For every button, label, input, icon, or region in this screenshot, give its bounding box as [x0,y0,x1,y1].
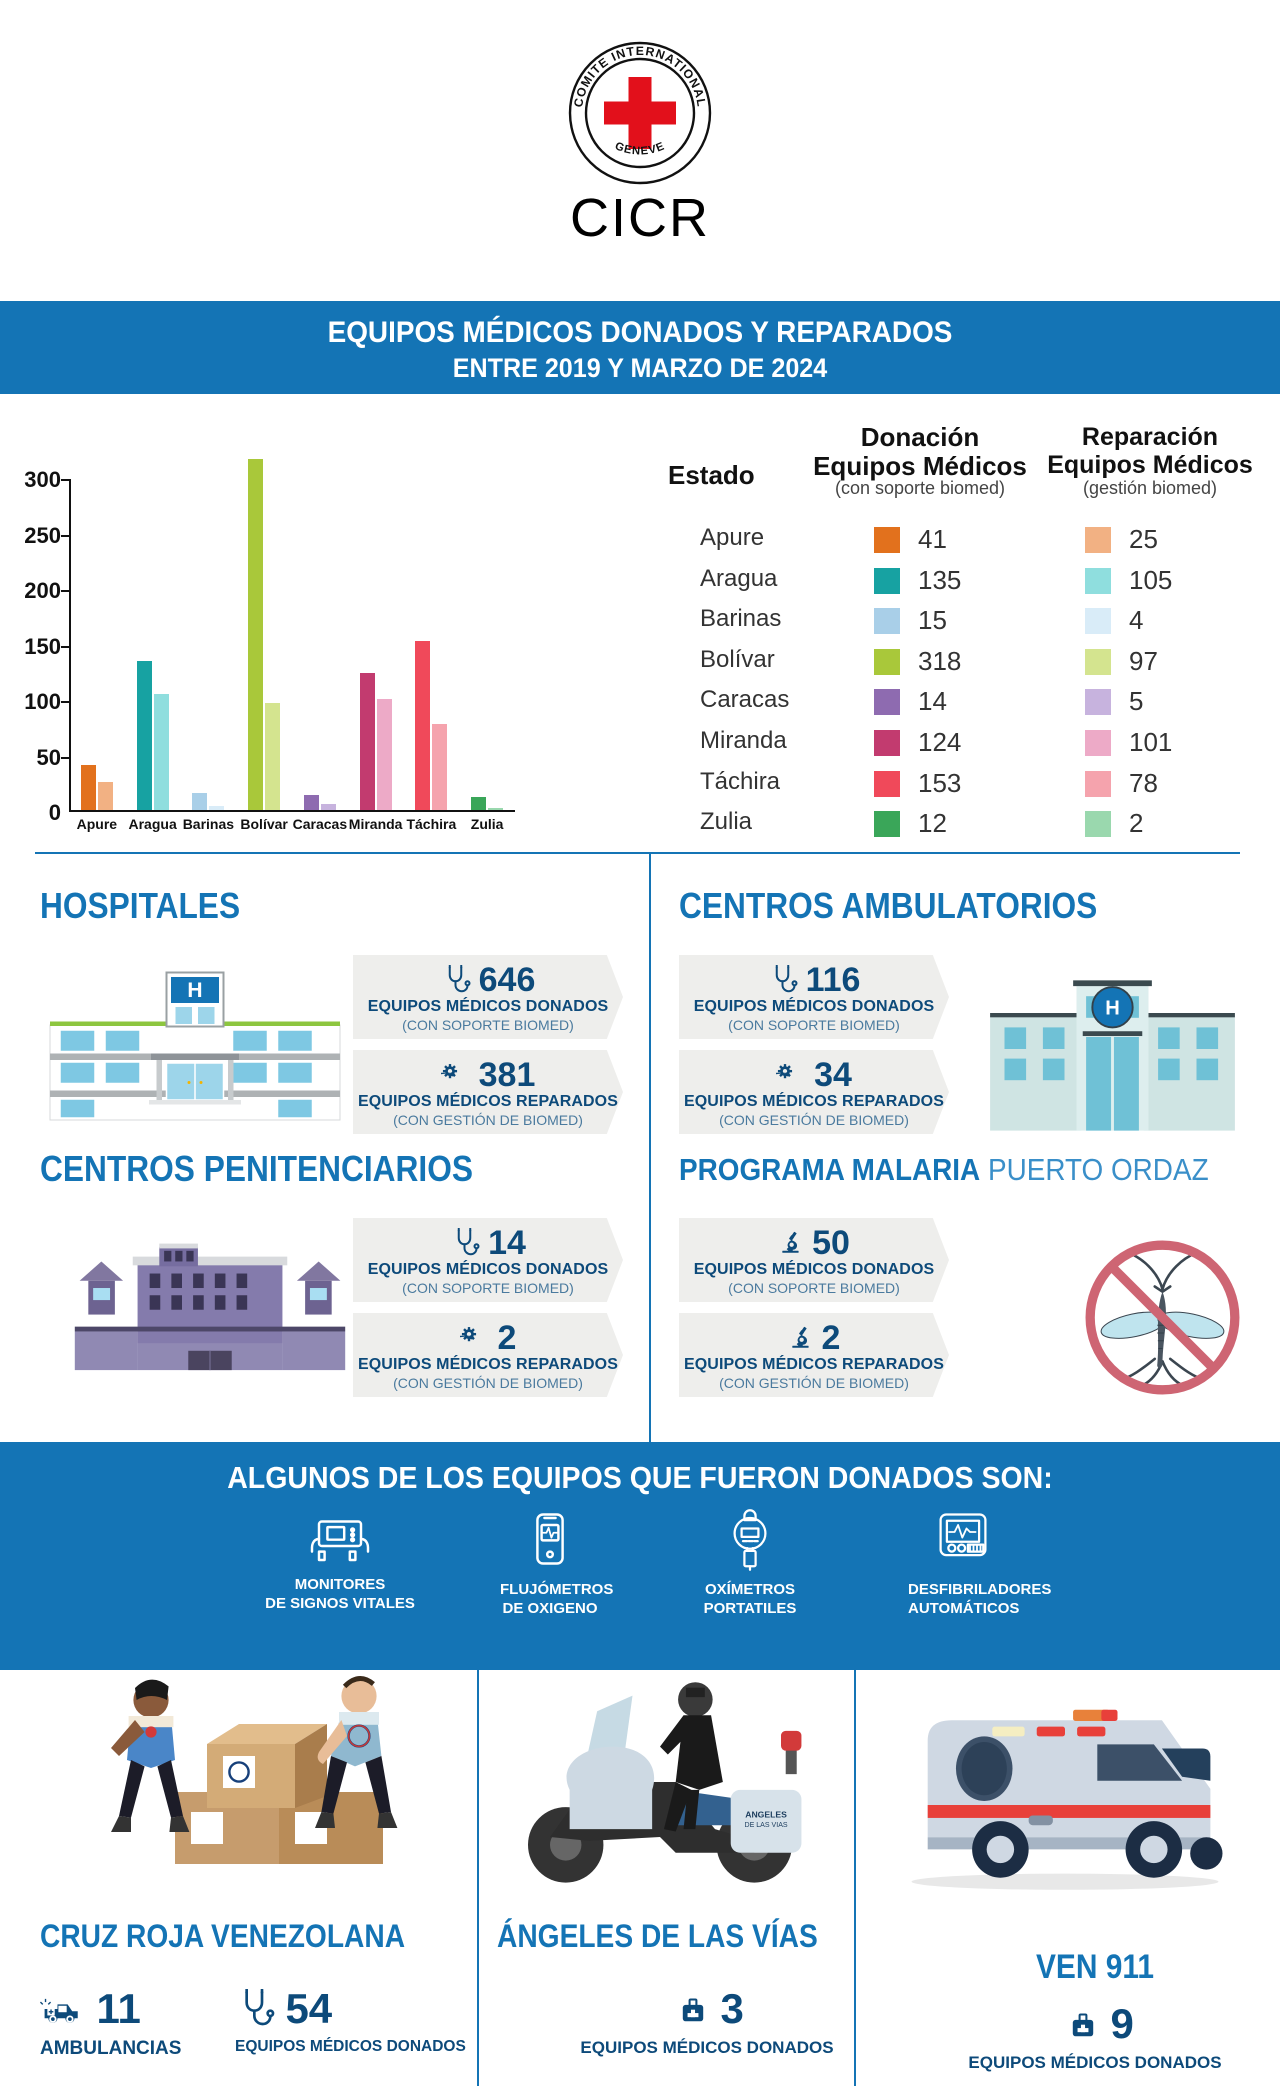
svg-text:ANGELES: ANGELES [745,1809,787,1819]
svg-text:DE LAS VIAS: DE LAS VIAS [744,1822,787,1829]
svg-text:H: H [1105,997,1120,1019]
svg-text:H: H [187,979,202,1002]
